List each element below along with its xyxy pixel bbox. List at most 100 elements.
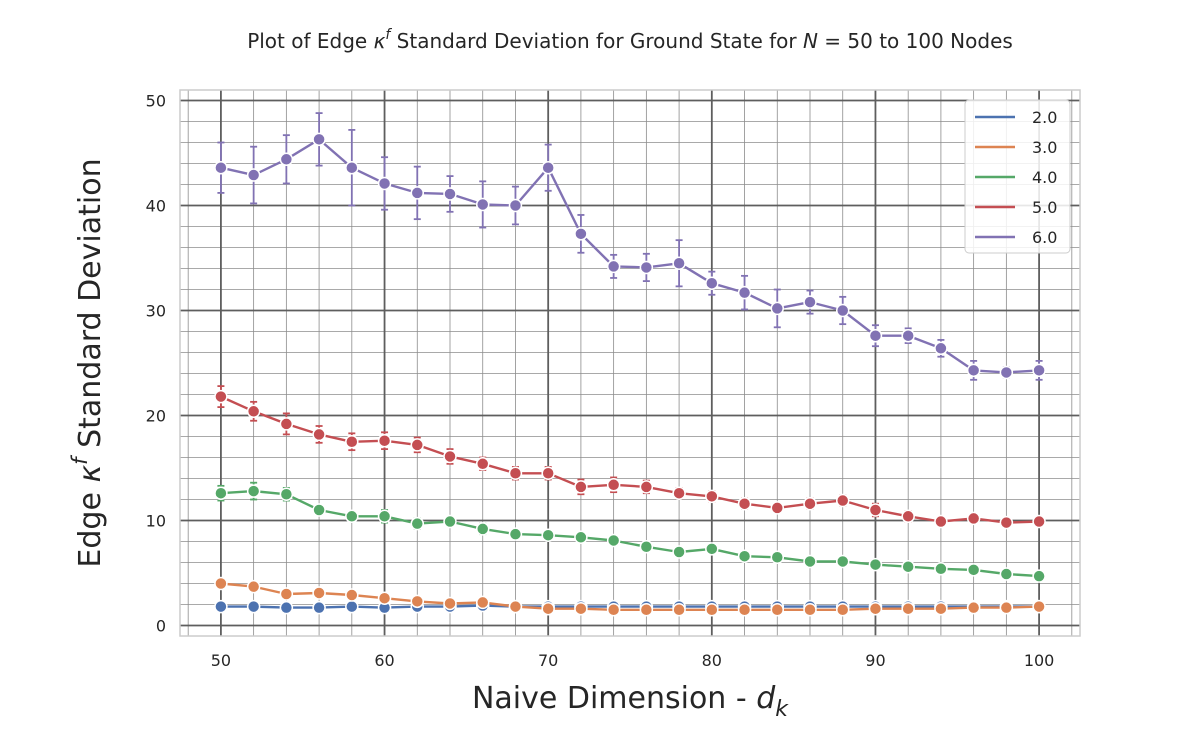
data-point [672,486,686,500]
data-point [803,295,817,309]
data-point [541,160,555,175]
series-layer [214,112,1046,617]
x-tick-label: 100 [1024,651,1055,670]
data-point [312,586,326,600]
data-point [475,457,490,471]
x-axis-label: Naive Dimension - dk [472,681,789,722]
legend-label: 2.0 [1032,108,1057,127]
data-point [672,256,686,270]
data-point [835,554,850,569]
data-point [508,198,523,213]
data-point [345,509,359,524]
legend-item-6-0: 6.0 [975,228,1057,247]
data-point [901,328,915,343]
data-point [246,599,261,614]
data-point [574,530,588,545]
data-point [999,515,1014,530]
data-point [410,186,425,200]
data-point [1032,569,1046,583]
data-point [639,603,654,617]
plot-frame [179,89,1081,637]
data-point [868,328,883,343]
data-point [737,496,752,511]
data-point [868,503,883,517]
data-point [606,478,621,492]
x-tick-label: 70 [538,651,558,670]
data-point [934,341,948,356]
data-point [312,427,326,442]
data-point [246,168,261,182]
data-point [345,599,359,614]
data-point [377,176,392,191]
data-point [835,303,850,318]
data-point [279,152,294,167]
data-point [410,594,425,609]
data-point [835,493,850,508]
data-point [737,285,752,300]
data-point [541,601,555,616]
data-point [966,600,981,615]
data-point [705,276,719,290]
data-point [901,509,915,524]
data-point [606,259,621,274]
y-tick-label: 10 [146,512,166,531]
data-point [999,365,1014,380]
data-point [279,587,294,601]
data-point [279,417,294,431]
data-point [312,600,326,615]
data-point [443,514,457,529]
data-point [770,301,785,316]
data-point [345,588,359,602]
y-tick-label: 20 [146,407,166,426]
legend-item-3-0: 3.0 [975,138,1057,157]
legend-label: 5.0 [1032,198,1057,217]
data-point [966,363,981,378]
data-point [246,404,261,419]
data-point [737,549,752,563]
data-point [770,501,785,515]
data-point [737,603,752,617]
data-point [1032,514,1046,529]
y-tick-labels: 0 10 20 30 40 50 [146,92,166,636]
data-point [868,557,883,572]
data-point [803,554,817,569]
data-point [672,603,686,617]
data-point [475,595,490,610]
data-point [508,466,523,480]
data-point [868,601,883,616]
legend-item-5-0: 5.0 [975,198,1057,217]
chart-title: Plot of Edge κf Standard Deviation for G… [247,27,1013,53]
data-point [541,466,555,480]
data-point [246,484,261,498]
data-point [214,160,228,175]
data-point [443,187,457,201]
data-point [770,550,785,564]
y-tick-label: 30 [146,302,166,321]
series-4-0 [214,481,1046,583]
data-point [1032,599,1046,614]
data-point [377,433,392,448]
data-point [606,603,621,617]
data-point [377,509,392,524]
data-point [214,599,228,614]
data-point [541,528,555,542]
data-point [672,545,686,559]
data-point [475,197,490,212]
y-tick-label: 40 [146,197,166,216]
series-5-0 [214,385,1046,530]
series-line-2-0 [220,604,1040,609]
data-point [639,540,654,554]
data-point [508,527,523,541]
data-point [508,599,523,614]
data-point [214,576,228,591]
data-point [999,567,1014,581]
data-point [966,563,981,577]
data-point [246,579,261,594]
data-point [279,487,294,501]
data-point [377,591,392,605]
x-tick-labels: 50 60 70 80 90 100 [211,651,1055,670]
data-point [770,603,785,617]
data-point [803,603,817,617]
legend-box [964,99,1071,254]
data-point [574,601,588,616]
